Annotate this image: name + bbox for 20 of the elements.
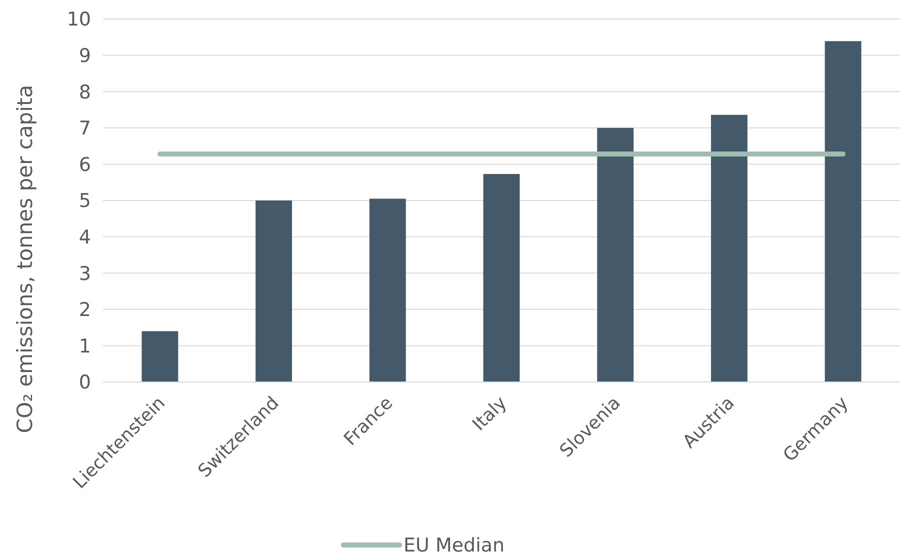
y-tick-label: 0 bbox=[78, 372, 91, 394]
y-tick-label: 2 bbox=[78, 299, 91, 322]
bar bbox=[710, 114, 748, 382]
bar bbox=[142, 331, 178, 382]
bar bbox=[483, 174, 520, 382]
y-tick-label: 1 bbox=[78, 335, 91, 358]
y-tick-label: 4 bbox=[78, 226, 91, 248]
legend-label: EU Median bbox=[404, 534, 505, 557]
y-tick-label: 6 bbox=[78, 154, 91, 176]
y-tick-label: 5 bbox=[78, 190, 91, 212]
y-tick-label: 10 bbox=[66, 8, 91, 31]
y-tick-label: 9 bbox=[78, 44, 91, 67]
y-tick-label: 3 bbox=[78, 262, 91, 285]
bar bbox=[597, 128, 634, 382]
y-axis-title: CO₂ emissions, tonnes per capita bbox=[13, 84, 37, 434]
bar bbox=[256, 200, 292, 382]
bar bbox=[824, 41, 862, 382]
bar bbox=[369, 198, 406, 382]
y-tick-label: 7 bbox=[78, 118, 91, 140]
y-tick-label: 8 bbox=[78, 81, 91, 104]
